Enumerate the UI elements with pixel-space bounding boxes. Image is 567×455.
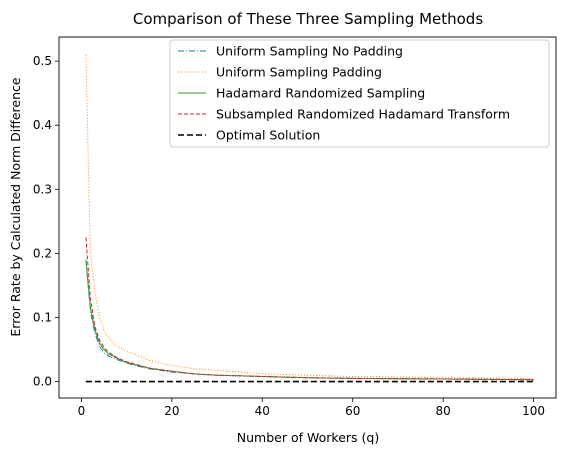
series-line-1 — [85, 259, 534, 381]
y-tick-label: 0.4 — [33, 118, 52, 132]
chart-title: Comparison of These Three Sampling Metho… — [133, 10, 483, 28]
y-tick-label: 0.1 — [33, 310, 52, 324]
y-tick-label: 0.3 — [33, 182, 52, 196]
legend-label: Uniform Sampling No Padding — [216, 44, 403, 59]
y-axis-ticks: 0.0 0.1 0.2 0.3 0.4 0.5 — [33, 54, 59, 389]
x-tick-label: 20 — [164, 404, 179, 418]
series-line-4 — [85, 237, 534, 381]
x-tick-label: 0 — [78, 404, 86, 418]
axes-frame — [58, 36, 557, 399]
legend-label: Subsampled Randomized Hadamard Transform — [216, 107, 510, 122]
legend: Uniform Sampling No Padding Uniform Sampl… — [169, 39, 550, 148]
plot-lines — [85, 54, 534, 383]
y-tick-label: 0.5 — [33, 54, 52, 68]
x-tick-label: 40 — [255, 404, 270, 418]
x-axis-ticks: 0 20 40 60 80 100 — [78, 398, 545, 418]
y-axis-label: Error Rate by Calculated Norm Difference — [8, 77, 23, 336]
legend-box — [169, 39, 550, 148]
x-tick-label: 80 — [436, 404, 451, 418]
x-tick-label: 100 — [522, 404, 545, 418]
y-tick-label: 0.0 — [33, 375, 52, 389]
series-line-3 — [85, 259, 534, 381]
y-tick-label: 0.2 — [33, 246, 52, 260]
legend-label: Optimal Solution — [216, 128, 320, 143]
x-tick-label: 60 — [345, 404, 360, 418]
legend-label: Hadamard Randomized Sampling — [216, 86, 425, 101]
legend-label: Uniform Sampling Padding — [216, 65, 382, 80]
x-axis-label: Number of Workers (q) — [237, 430, 379, 445]
